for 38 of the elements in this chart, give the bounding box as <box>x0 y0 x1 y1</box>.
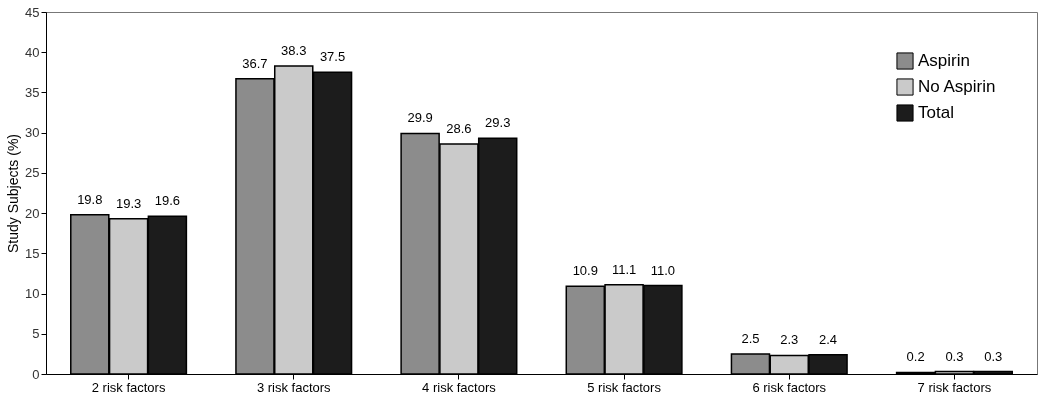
y-tick-label: 35 <box>25 84 40 100</box>
data-label: 0.3 <box>945 348 964 364</box>
y-tick-label: 40 <box>25 44 40 60</box>
data-label: 19.6 <box>154 193 181 209</box>
x-tick-label: 2 risk factors <box>91 379 166 395</box>
y-axis-title: Study Subjects (%) <box>5 133 22 254</box>
y-tick-label: 25 <box>25 165 40 181</box>
data-label: 11.1 <box>611 261 637 277</box>
x-tick-label: 7 risk factors <box>917 379 992 395</box>
data-label: 11.0 <box>650 262 676 278</box>
data-label: 29.9 <box>407 110 433 126</box>
data-label: 28.6 <box>446 120 472 136</box>
data-label: 10.9 <box>572 263 598 279</box>
x-tick-label: 4 risk factors <box>422 379 497 395</box>
data-label: 37.5 <box>319 49 346 65</box>
y-tick-label: 45 <box>25 4 40 20</box>
y-tick-label: 5 <box>32 326 40 342</box>
y-tick-label: 0 <box>32 366 40 382</box>
y-tick-label: 15 <box>25 245 40 261</box>
data-label: 38.3 <box>281 42 307 58</box>
x-tick-label: 6 risk factors <box>752 379 827 395</box>
data-label: 19.3 <box>115 195 142 211</box>
data-label: 0.2 <box>906 349 925 365</box>
legend-label: No Aspirin <box>918 77 996 96</box>
x-tick-label: 5 risk factors <box>587 379 662 395</box>
data-label: 36.7 <box>242 55 268 71</box>
data-label: 2.4 <box>819 331 838 347</box>
data-label: 19.8 <box>77 191 103 207</box>
legend-label: Aspirin <box>918 51 970 70</box>
data-label: 2.5 <box>741 330 760 346</box>
data-label: 29.3 <box>485 115 511 131</box>
y-tick-label: 30 <box>25 125 40 141</box>
data-label: 2.3 <box>780 332 799 348</box>
y-tick-label: 20 <box>25 205 40 221</box>
x-tick-label: 3 risk factors <box>256 379 332 395</box>
legend-label: Total <box>918 103 954 122</box>
data-label: 0.3 <box>984 348 1003 364</box>
y-tick-label: 10 <box>25 286 40 302</box>
